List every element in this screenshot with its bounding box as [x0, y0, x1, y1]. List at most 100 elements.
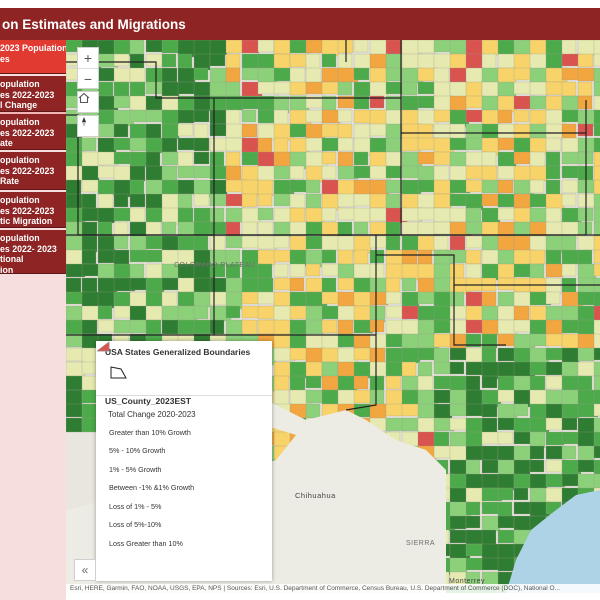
county-polygon [401, 403, 420, 417]
county-polygon [353, 165, 371, 179]
sidebar-item-total-change[interactable]: opulation es 2022-2023 l Change [0, 76, 66, 112]
county-polygon [161, 123, 180, 140]
county-polygon [273, 235, 290, 249]
county-polygon [593, 193, 600, 212]
county-polygon [66, 277, 82, 295]
county-polygon [257, 137, 273, 155]
county-polygon [545, 53, 563, 69]
county-polygon [529, 249, 546, 265]
county-polygon [321, 193, 340, 211]
county-polygon [529, 459, 545, 473]
county-polygon [193, 81, 211, 97]
county-polygon [337, 109, 353, 123]
compass-button[interactable] [77, 115, 99, 137]
county-polygon [513, 263, 533, 278]
county-polygon [433, 53, 452, 71]
county-polygon [497, 375, 515, 392]
county-polygon [369, 319, 385, 333]
home-button[interactable] [77, 91, 99, 113]
county-polygon [545, 40, 563, 56]
county-polygon [593, 403, 600, 417]
county-polygon [593, 179, 600, 196]
county-polygon [465, 557, 484, 571]
zoom-out-button[interactable]: − [78, 68, 98, 88]
county-polygon [369, 375, 385, 393]
county-polygon [129, 137, 148, 152]
county-polygon [113, 235, 129, 250]
county-polygon [129, 277, 148, 291]
county-polygon [561, 445, 577, 460]
county-polygon [593, 305, 600, 322]
county-polygon [465, 193, 484, 211]
county-polygon [321, 207, 337, 222]
county-polygon [401, 277, 417, 292]
sidebar-item-label: ate [0, 138, 13, 148]
county-polygon [193, 53, 211, 71]
county-polygon [593, 95, 600, 114]
county-polygon [273, 81, 293, 95]
county-polygon [241, 179, 259, 196]
county-polygon [129, 67, 146, 83]
county-polygon [433, 67, 450, 85]
county-polygon [545, 319, 563, 336]
county-polygon [465, 543, 484, 557]
sidebar-item-birth-rate[interactable]: opulation es 2022-2023 ate [0, 114, 66, 150]
county-polygon [497, 263, 516, 279]
county-polygon [257, 123, 276, 141]
county-polygon [465, 501, 481, 516]
county-polygon [481, 95, 499, 112]
sidebar-item-international-migration[interactable]: opulation es 2022- 2023 tional ion [0, 230, 66, 274]
legend-class-item: Loss of 5%-10% [96, 341, 263, 535]
zoom-in-button[interactable]: + [83, 50, 93, 66]
county-polygon [209, 109, 227, 125]
sidebar-item-2023-population[interactable]: 2023 Population es [0, 40, 66, 74]
collapse-legend-button[interactable]: « [74, 559, 96, 581]
sidebar: 2023 Population es opulation es 2022-202… [0, 40, 66, 600]
county-polygon [177, 137, 197, 151]
county-polygon [593, 291, 600, 307]
state-boundary-dakotas [345, 40, 587, 133]
county-polygon [497, 515, 515, 529]
county-polygon [257, 151, 275, 169]
county-polygon [529, 375, 546, 393]
county-polygon [529, 123, 548, 139]
county-polygon [449, 515, 467, 530]
county-polygon [241, 67, 260, 81]
county-polygon [545, 95, 563, 111]
county-polygon [66, 319, 84, 336]
county-polygon [97, 165, 116, 179]
legend-class-label: Loss of 5%-10% [109, 520, 162, 530]
sidebar-item-domestic-migration[interactable]: opulation es 2022-2023 tic Migration [0, 192, 66, 228]
county-polygon [241, 193, 258, 208]
county-polygon [241, 123, 258, 138]
county-polygon [161, 53, 177, 68]
county-polygon [97, 305, 113, 320]
county-polygon [497, 81, 517, 97]
legend-panel: USA States Generalized Boundaries US_Cou… [96, 341, 272, 581]
map-view[interactable]: COLORADO PLATEAU Chihuahua SIERRA Monter… [66, 40, 600, 593]
county-polygon [353, 40, 369, 53]
county-polygon [225, 109, 241, 127]
county-polygon [321, 109, 341, 124]
county-polygon [465, 67, 485, 84]
sidebar-item-label: tic Migration [0, 216, 53, 226]
county-polygon [577, 431, 596, 448]
county-polygon [129, 179, 145, 195]
sidebar-item-death-rate[interactable]: opulation es 2022-2023 Rate [0, 152, 66, 190]
county-polygon [369, 123, 387, 137]
map-label-chihuahua: Chihuahua [295, 491, 336, 500]
county-polygon [417, 249, 433, 266]
county-polygon [529, 81, 548, 96]
county-polygon [465, 487, 485, 505]
county-polygon [529, 179, 545, 194]
county-polygon [177, 277, 195, 293]
county-polygon [257, 291, 277, 305]
county-polygon [449, 291, 465, 309]
county-polygon [545, 417, 563, 431]
county-polygon [193, 207, 212, 223]
county-polygon [353, 179, 373, 196]
county-polygon [305, 207, 324, 223]
county-polygon [193, 193, 210, 207]
county-polygon [289, 291, 307, 307]
